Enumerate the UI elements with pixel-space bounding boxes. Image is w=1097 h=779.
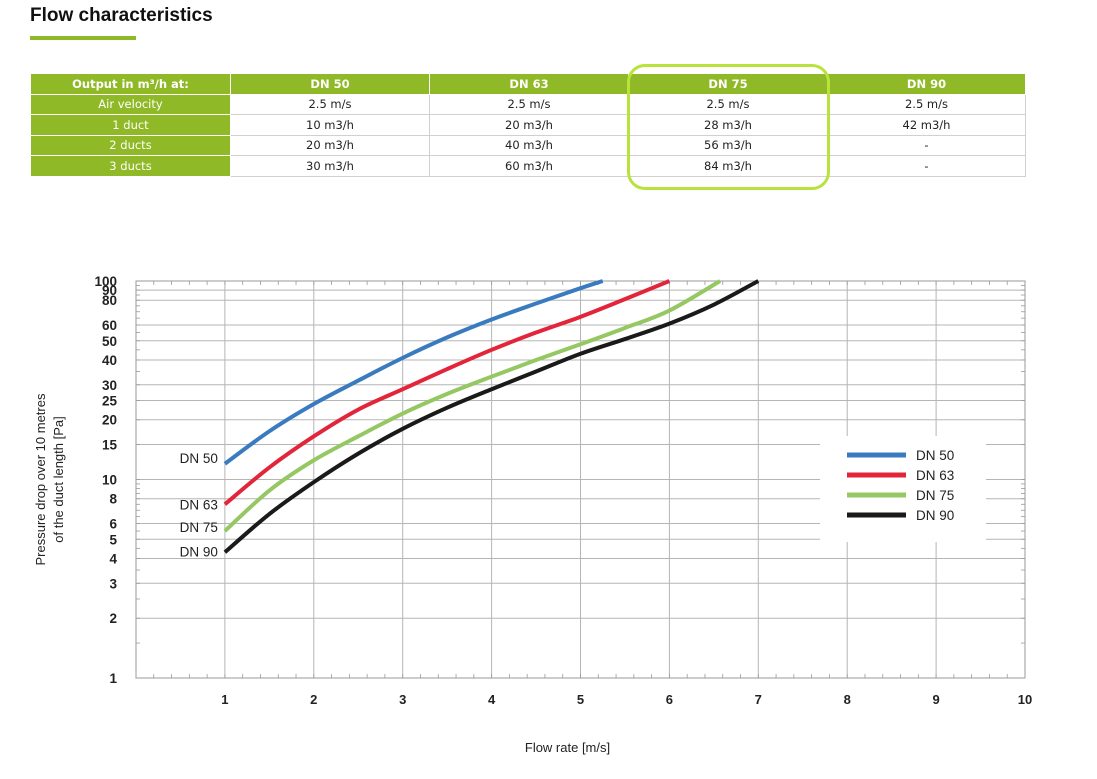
page-title: Flow characteristics — [30, 5, 213, 26]
table-cell: 30 m3/h — [230, 155, 430, 177]
table-header-cell: DN 90 — [827, 73, 1026, 95]
table-cell: 20 m3/h — [230, 134, 430, 156]
y-tick-label: 8 — [109, 492, 117, 507]
y-tick-label: 10 — [102, 473, 117, 488]
legend-label: DN 90 — [916, 508, 954, 523]
table-header-row: Output in m³/h at: DN 50 DN 63 DN 75 DN … — [30, 73, 1026, 95]
table-cell: 42 m3/h — [827, 114, 1026, 136]
table-row: 1 duct 10 m3/h 20 m3/h 28 m3/h 42 m3/h — [30, 114, 1026, 136]
x-tick-label: 6 — [666, 692, 673, 707]
x-tick-label: 1 — [221, 692, 228, 707]
y-tick-label: 20 — [102, 413, 117, 428]
legend-label: DN 63 — [916, 468, 954, 483]
table-cell: 28 m3/h — [628, 114, 828, 136]
legend-box — [820, 436, 986, 542]
series-line-dn-75 — [223, 279, 722, 533]
table-cell: - — [827, 155, 1026, 177]
table-cell: 2.5 m/s — [628, 93, 828, 115]
table-row: 3 ducts 30 m3/h 60 m3/h 84 m3/h - — [30, 155, 1026, 177]
table-cell: 20 m3/h — [429, 114, 629, 136]
table-cell: 2.5 m/s — [230, 93, 430, 115]
curve-label-dn-90: DN 90 — [180, 544, 218, 559]
y-tick-label: 80 — [102, 293, 117, 308]
table-row-label: 2 ducts — [30, 134, 231, 156]
table-row-label: 1 duct — [30, 114, 231, 136]
table-header-cell: DN 63 — [429, 73, 629, 95]
table-header-cell: DN 50 — [230, 73, 430, 95]
series-line-dn-90 — [223, 279, 760, 554]
table-row: Air velocity 2.5 m/s 2.5 m/s 2.5 m/s 2.5… — [30, 93, 1026, 115]
table-row-label: Air velocity — [30, 93, 231, 115]
x-tick-label: 8 — [844, 692, 851, 707]
y-tick-label: 30 — [102, 378, 117, 393]
series-line-dn-63 — [223, 279, 671, 506]
table-header-cell: DN 75 — [628, 73, 828, 95]
y-tick-label: 3 — [109, 576, 117, 591]
x-tick-label: 10 — [1018, 692, 1032, 707]
x-tick-label: 9 — [932, 692, 939, 707]
table-cell: 60 m3/h — [429, 155, 629, 177]
y-tick-label: 90 — [102, 283, 117, 298]
y-tick-label: 2 — [109, 611, 117, 626]
x-tick-label: 2 — [310, 692, 317, 707]
y-tick-label: 50 — [102, 334, 117, 349]
x-tick-label: 7 — [755, 692, 762, 707]
y-tick-label: 1 — [109, 671, 117, 686]
table-cell: 2.5 m/s — [429, 93, 629, 115]
y-tick-label: 5 — [109, 532, 117, 547]
x-axis-title: Flow rate [m/s] — [525, 740, 610, 755]
y-tick-label: 40 — [102, 353, 117, 368]
table-row-label: 3 ducts — [30, 155, 231, 177]
y-tick-label: 100 — [94, 274, 117, 289]
dn75-highlight-frame — [627, 64, 830, 190]
y-tick-label: 6 — [109, 517, 117, 532]
x-tick-label: 4 — [488, 692, 496, 707]
flow-table: Output in m³/h at: DN 50 DN 63 DN 75 DN … — [30, 73, 1026, 177]
title-underline — [30, 36, 136, 40]
y-tick-label: 4 — [109, 551, 117, 566]
curve-label-dn-75: DN 75 — [180, 520, 218, 535]
x-tick-label: 5 — [577, 692, 584, 707]
series-line-dn-50 — [223, 279, 604, 466]
y-tick-label: 15 — [102, 438, 118, 453]
table-cell: 2.5 m/s — [827, 93, 1026, 115]
curve-label-dn-50: DN 50 — [180, 451, 218, 466]
table-row: 2 ducts 20 m3/h 40 m3/h 56 m3/h - — [30, 134, 1026, 156]
y-tick-label: 60 — [102, 318, 117, 333]
y-tick-label: 25 — [102, 394, 118, 409]
legend-label: DN 50 — [916, 448, 954, 463]
table-cell: - — [827, 134, 1026, 156]
legend-label: DN 75 — [916, 488, 954, 503]
y-axis-title-line1: Pressure drop over 10 metres — [33, 393, 48, 565]
x-tick-label: 3 — [399, 692, 406, 707]
curve-label-dn-63: DN 63 — [180, 497, 218, 512]
y-axis-title-line2: of the duct length [Pa] — [51, 416, 66, 542]
table-cell: 10 m3/h — [230, 114, 430, 136]
